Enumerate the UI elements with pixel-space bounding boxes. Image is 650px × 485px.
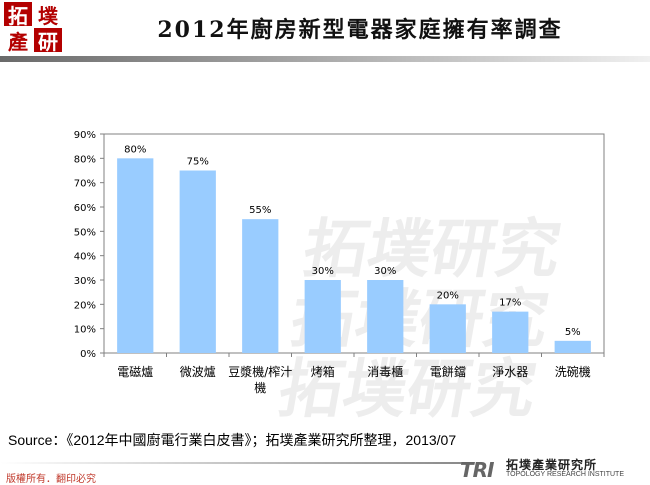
brand-mark: TRI bbox=[460, 458, 494, 482]
logo-char: 產 bbox=[4, 28, 32, 54]
bar bbox=[367, 280, 404, 353]
bar bbox=[242, 219, 279, 353]
logo-char: 拓 bbox=[4, 2, 32, 28]
y-tick-label: 70% bbox=[74, 179, 96, 190]
y-tick-label: 0% bbox=[80, 349, 96, 360]
logo-char: 墣 bbox=[34, 2, 62, 28]
bar bbox=[429, 304, 466, 353]
footer-divider bbox=[0, 462, 470, 464]
bar bbox=[554, 340, 591, 353]
data-label: 80% bbox=[124, 144, 146, 155]
bar bbox=[492, 311, 529, 353]
y-tick-label: 30% bbox=[74, 276, 96, 287]
x-tick-label: 消毒櫃 bbox=[367, 365, 403, 379]
data-label: 30% bbox=[312, 266, 334, 277]
x-tick-label: 淨水器 bbox=[492, 365, 528, 379]
x-tick-label: 電磁爐 bbox=[117, 364, 153, 379]
brand-logo: TRI 拓墣產業研究所 TOPOLOGY RESEARCH INSTITUTE bbox=[460, 456, 642, 482]
source-note: Source：《2012年中國廚電行業白皮書》；拓墣產業研究所整理，2013/0… bbox=[8, 432, 457, 448]
x-tick-label: 烤箱 bbox=[311, 364, 335, 379]
y-tick-label: 10% bbox=[74, 325, 96, 336]
bar bbox=[179, 170, 216, 353]
x-tick-label: 洗碗機 bbox=[555, 364, 591, 379]
x-tick-label: 豆漿機/榨汁 bbox=[228, 364, 292, 379]
y-tick-label: 40% bbox=[74, 252, 96, 263]
data-label: 5% bbox=[565, 327, 581, 338]
company-logo: 拓 墣 產 研 bbox=[4, 2, 66, 54]
bar bbox=[117, 158, 154, 353]
slide-title: 2012年廚房新型電器家庭擁有率調查 bbox=[157, 17, 563, 43]
y-tick-label: 60% bbox=[74, 203, 96, 214]
data-label: 30% bbox=[374, 266, 396, 277]
brand-subtitle: TOPOLOGY RESEARCH INSTITUTE bbox=[506, 471, 624, 478]
header-divider bbox=[0, 56, 650, 62]
copyright-note: 版權所有．翻印必究 bbox=[6, 474, 96, 485]
y-tick-label: 50% bbox=[74, 227, 96, 238]
data-label: 75% bbox=[187, 157, 209, 168]
x-tick-label: 機 bbox=[254, 380, 266, 395]
bar-chart: 0% 10% 20% 30% 40% 50% 60% 70% 80% 90% 80% 電磁爐 75% 微波… bbox=[74, 130, 605, 395]
data-label: 55% bbox=[249, 205, 271, 216]
y-tick-label: 90% bbox=[74, 130, 96, 141]
brand-name: 拓墣產業研究所 bbox=[506, 458, 598, 472]
logo-char: 研 bbox=[34, 28, 62, 54]
y-tick-label: 20% bbox=[74, 300, 96, 311]
y-tick-label: 80% bbox=[74, 154, 96, 165]
x-tick-label: 微波爐 bbox=[180, 364, 216, 379]
plot-frame bbox=[103, 133, 605, 354]
bar bbox=[304, 280, 341, 353]
data-label: 20% bbox=[437, 290, 459, 301]
data-label: 17% bbox=[499, 298, 521, 309]
x-tick-label: 電餅鐺 bbox=[430, 364, 466, 379]
